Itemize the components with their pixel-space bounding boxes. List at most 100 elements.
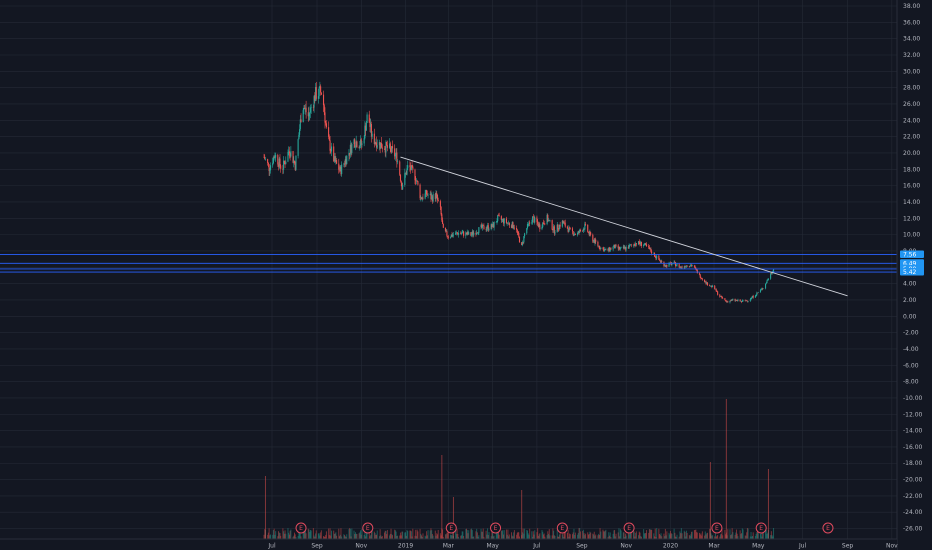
- volume-bar: [614, 530, 616, 539]
- volume-bar: [299, 533, 301, 539]
- volume-bar: [699, 532, 700, 539]
- candle-body: [710, 285, 712, 287]
- volume-bar: [410, 530, 412, 539]
- candle-body: [552, 229, 554, 231]
- volume-bar: [358, 533, 360, 539]
- volume-spike: [264, 476, 266, 539]
- volume-bar: [685, 530, 687, 539]
- volume-bar: [619, 529, 621, 539]
- volume-bar: [341, 536, 343, 539]
- volume-bar: [415, 536, 417, 539]
- y-tick-label: 2.00: [903, 297, 917, 304]
- volume-bar: [745, 535, 747, 539]
- candle-body: [277, 154, 279, 165]
- candle-body: [369, 122, 371, 127]
- volume-bar: [671, 533, 673, 539]
- candle-body: [537, 222, 539, 224]
- candle-body: [354, 146, 357, 148]
- candle-body: [516, 229, 518, 233]
- candle-body: [351, 144, 353, 153]
- candle-body: [274, 157, 276, 159]
- volume-bar: [405, 535, 407, 539]
- volume-bar: [466, 528, 468, 539]
- candle-body: [551, 220, 553, 230]
- candle-body: [538, 224, 540, 227]
- volume-bar: [757, 529, 759, 539]
- volume-bar: [603, 531, 605, 539]
- candle-body: [529, 222, 531, 224]
- candle-body: [450, 234, 452, 238]
- volume-bar: [450, 534, 452, 539]
- candle-body: [722, 298, 724, 299]
- volume-bar: [680, 528, 682, 539]
- volume-bar: [547, 531, 549, 539]
- candle-body: [635, 243, 637, 246]
- candle-body: [547, 214, 549, 222]
- candle-body: [749, 299, 751, 301]
- y-tick-label: -18.00: [903, 460, 923, 467]
- volume-bar: [492, 536, 494, 539]
- volume-bar: [736, 529, 738, 539]
- candle-body: [553, 226, 555, 230]
- earnings-marker-label: E: [299, 525, 303, 532]
- candle-body: [355, 141, 357, 147]
- volume-bar: [519, 536, 520, 539]
- candle-body: [610, 248, 612, 250]
- candle-body: [578, 231, 580, 233]
- candle-body: [396, 152, 398, 163]
- candle-body: [554, 232, 556, 234]
- volume-bar: [290, 529, 292, 539]
- candle-body: [395, 152, 397, 155]
- volume-bar: [389, 533, 391, 539]
- candle-body: [731, 299, 733, 301]
- candle-body: [456, 232, 458, 234]
- volume-bar: [735, 532, 737, 539]
- volume-bar: [759, 533, 761, 539]
- volume-bar: [407, 531, 409, 539]
- candle-body: [516, 228, 518, 230]
- trendline-group[interactable]: [400, 156, 848, 297]
- candle-body: [498, 215, 500, 217]
- volume-bar: [472, 536, 474, 539]
- volume-bar: [344, 535, 346, 539]
- candle-body: [650, 248, 652, 252]
- volume-bar: [297, 536, 299, 539]
- candle-body: [381, 147, 383, 149]
- volume-bar: [389, 535, 391, 539]
- volume-bar: [405, 532, 407, 539]
- volume-bar: [579, 531, 581, 539]
- candle-body: [526, 228, 528, 234]
- candle-body: [649, 248, 651, 250]
- volume-bar: [331, 530, 333, 539]
- candle-body: [272, 157, 275, 164]
- price-axis[interactable]: 38.00 36.00 34.00 32.00 30.00 28.00 26.00 24.00…: [903, 3, 923, 533]
- volume-bar: [417, 531, 419, 539]
- candle-body: [534, 217, 536, 223]
- candle-body: [426, 190, 428, 195]
- horizontal-lines[interactable]: [0, 254, 897, 273]
- candle-body: [564, 222, 566, 227]
- candle-body: [665, 264, 667, 267]
- candle-body: [350, 144, 352, 153]
- earnings-marker-label: E: [715, 525, 719, 532]
- y-tick-label: -24.00: [903, 509, 923, 516]
- volume-bar: [381, 536, 383, 539]
- candle-body: [389, 143, 391, 148]
- volume-bar: [659, 533, 661, 539]
- candle-body: [674, 261, 676, 263]
- volume-bar: [303, 528, 305, 539]
- volume-bar: [370, 530, 372, 539]
- candle-body: [651, 251, 653, 254]
- candle-body: [315, 87, 317, 99]
- volume-bar: [582, 529, 584, 539]
- time-axis[interactable]: Jul Sep Nov 2019 Mar May Jul Sep Nov 2020 Mar May Ju…: [267, 543, 898, 550]
- candle-body: [655, 256, 657, 259]
- volume-bar: [460, 535, 462, 539]
- candle-body: [750, 297, 752, 300]
- candle-body: [648, 246, 650, 248]
- candle-body: [309, 107, 312, 113]
- volume-bar: [307, 528, 309, 539]
